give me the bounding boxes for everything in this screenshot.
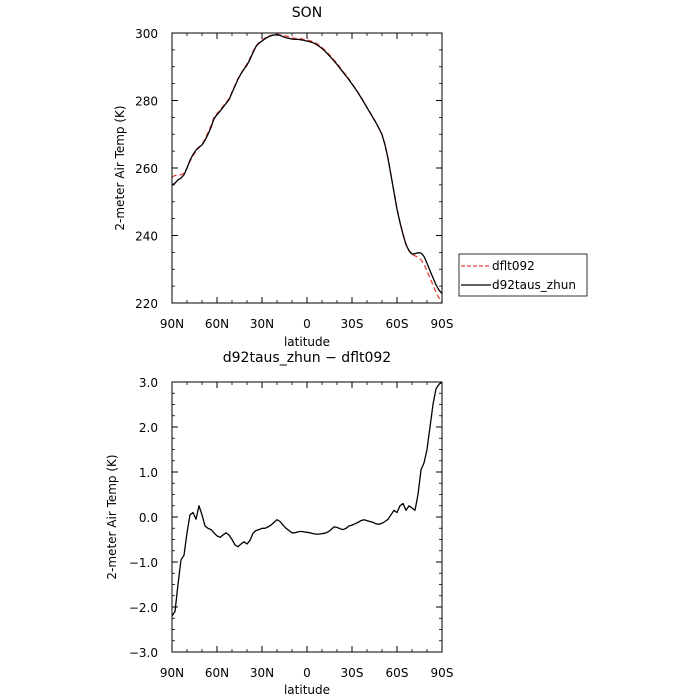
x-tick-label: 30N [250,317,274,331]
x-tick-label: 90S [431,666,454,680]
y-tick-label: −3.0 [129,646,158,660]
difference-chart: d92taus_zhun − dflt092 2-meter Air Temp … [105,350,453,697]
y-tick-label: 1.0 [139,466,158,480]
x-tick-label: 30N [250,666,274,680]
x-tick-label: 90N [160,317,184,331]
tick-group: 90N 60N 30N 0 30S 60S 90S 220 240 260 280 300 [135,27,453,331]
y-tick-label: −1.0 [129,556,158,570]
x-tick-label: 30S [341,317,364,331]
y-axis-label: 2-meter Air Temp (K) [105,454,119,579]
series-group [171,381,443,617]
tick-group: 90N 60N 30N 0 30S 60S 90S −3.0 −2.0 −1.0 0.0 1.0 2.0… [129,376,454,680]
x-tick-label: 0 [303,666,311,680]
plot-frame [171,381,443,653]
x-tick-label: 90S [431,317,454,331]
legend-label-dflt092: dflt092 [492,259,535,273]
plot-frame [171,32,443,304]
y-axis-label: 2-meter Air Temp (K) [113,105,127,230]
y-tick-label: 2.0 [139,421,158,435]
x-tick-label: 60N [205,666,229,680]
x-tick-label: 60S [386,317,409,331]
x-tick-label: 90N [160,666,184,680]
x-tick-label: 60S [386,666,409,680]
series-group [171,33,443,304]
series-line-series-0 [171,381,443,617]
series-line-dflt092 [171,33,443,304]
legend-label-d92taus_zhun: d92taus_zhun [492,278,576,292]
chart-title: SON [292,5,322,21]
y-tick-label: 280 [135,95,158,109]
x-tick-label: 60N [205,317,229,331]
y-tick-label: −2.0 [129,601,158,615]
y-tick-label: 0.0 [139,511,158,525]
y-tick-label: 3.0 [139,376,158,390]
legend-box [458,253,588,297]
x-tick-label: 0 [303,317,311,331]
y-tick-label: 220 [135,297,158,311]
series-line-d92taus_zhun [171,34,443,294]
x-axis-label: latitude [284,335,330,349]
y-tick-label: 240 [135,230,158,244]
temperature-chart: SON 2-meter Air Temp (K) latitude 90N 60N… [113,5,588,349]
y-tick-label: 300 [135,27,158,41]
legend: dflt092 d92taus_zhun [458,253,588,297]
y-tick-label: 260 [135,162,158,176]
x-axis-label: latitude [284,683,330,697]
chart-title: d92taus_zhun − dflt092 [223,350,391,366]
x-tick-label: 30S [341,666,364,680]
